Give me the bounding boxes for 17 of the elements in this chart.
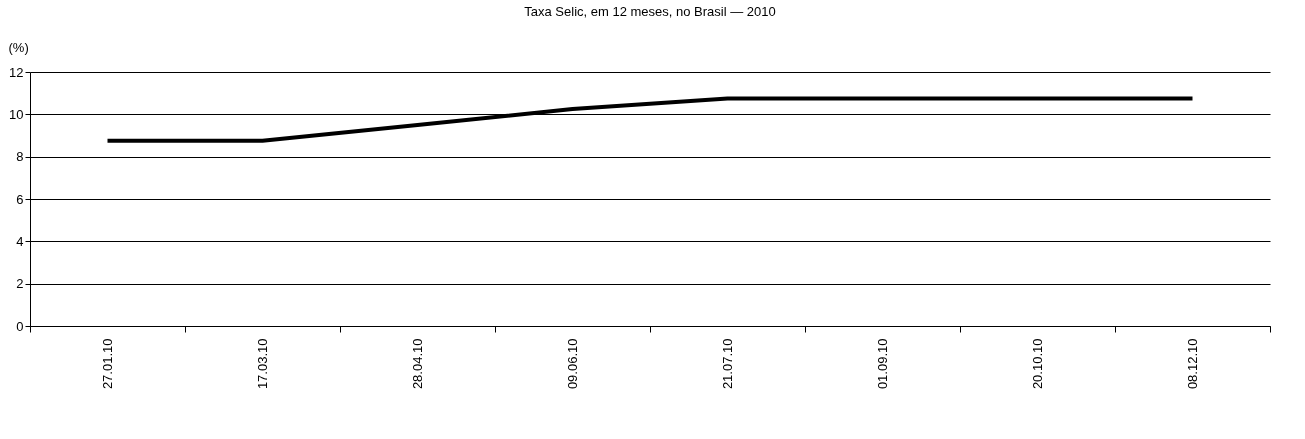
x-tick-label: 01.09.10 (875, 338, 890, 390)
y-tick-label: 0 (16, 318, 24, 334)
chart-title: Taxa Selic, em 12 meses, no Brasil — 2010 (524, 4, 776, 19)
y-tick-label: 12 (9, 64, 24, 80)
x-tick-label: 20.10.10 (1030, 338, 1045, 390)
x-tick-label: 09.06.10 (565, 338, 580, 390)
x-tick-label: 21.07.10 (720, 338, 735, 390)
y-tick-label: 8 (16, 149, 24, 165)
y-tick-label: 6 (16, 191, 24, 207)
y-tick-label: 2 (16, 276, 24, 292)
x-tick-label: 08.12.10 (1185, 338, 1200, 390)
y-tick-label: 4 (16, 233, 24, 249)
x-tick-label: 27.01.10 (100, 338, 115, 390)
y-tick-label: 10 (9, 106, 24, 122)
y-axis-title: (%) (8, 39, 29, 55)
x-tick-label: 28.04.10 (410, 338, 425, 390)
x-tick-label: 17.03.10 (255, 338, 270, 390)
